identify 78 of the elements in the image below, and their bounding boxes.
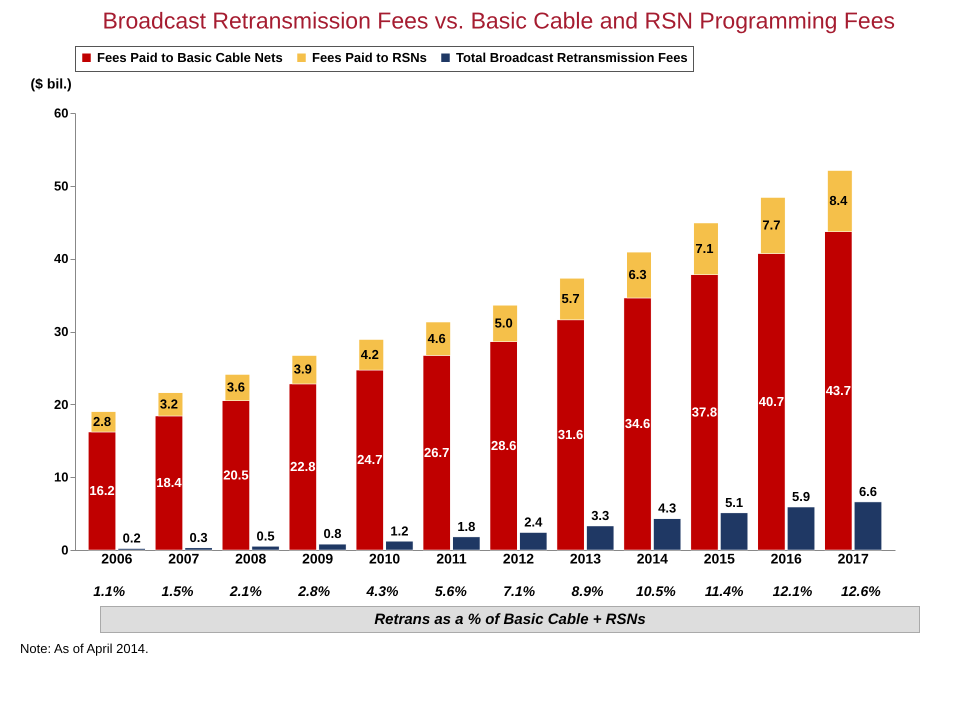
x-tick-label: 2017 — [838, 550, 869, 566]
bar — [452, 536, 480, 550]
data-label: 26.7 — [424, 444, 450, 460]
data-label: 0.3 — [190, 530, 208, 545]
data-label: 2.4 — [524, 514, 544, 530]
text: 1.1% — [93, 583, 126, 599]
x-tick-label: 2016 — [770, 550, 802, 566]
data-label: 0.5 — [256, 528, 275, 544]
x-tick-label: 2015 — [704, 550, 736, 566]
y-axis-title: ($ bil.) — [30, 76, 72, 92]
text: Note: As of April 2014. — [20, 641, 150, 656]
x-tick-label: 2008 — [235, 550, 266, 566]
x-tick-label: 2010 — [369, 550, 400, 566]
x-tick-label: 2011 — [436, 550, 467, 566]
text: 5.6% — [434, 583, 468, 599]
text: 12.6% — [840, 583, 882, 599]
y-tick-label: 40 — [54, 251, 68, 266]
data-label: 31.6 — [558, 426, 584, 442]
y-tick-label: 10 — [54, 470, 68, 485]
data-label: 43.7 — [826, 382, 851, 398]
data-label: 16.2 — [89, 483, 115, 498]
text: 7.1% — [503, 583, 536, 599]
y-tick-label: 20 — [54, 396, 68, 412]
bar — [586, 526, 614, 550]
data-label: 40.7 — [758, 394, 784, 409]
data-label: 6.3 — [628, 267, 647, 282]
data-label: 1.8 — [457, 518, 476, 534]
data-label: 0.2 — [122, 530, 141, 546]
legend-label: Total Broadcast Retransmission Fees — [456, 50, 688, 65]
y-tick-label: 30 — [54, 324, 68, 339]
y-tick-label: 0 — [61, 542, 68, 558]
x-tick-label: 2006 — [101, 550, 133, 566]
data-label: 0.8 — [323, 526, 342, 542]
data-label: 3.2 — [160, 396, 178, 412]
x-tick-label: 2007 — [168, 550, 200, 566]
legend-label: Fees Paid to RSNs — [312, 50, 427, 65]
legend-label: Fees Paid to Basic Cable Nets — [97, 50, 283, 65]
bar — [386, 541, 414, 550]
bar — [519, 532, 548, 550]
text: 4.3% — [366, 583, 399, 599]
text: 10.5% — [636, 583, 676, 599]
x-tick-label: 2013 — [570, 550, 602, 566]
data-label: 4.6 — [428, 330, 446, 346]
data-label: 28.6 — [490, 438, 516, 453]
data-label: 5.7 — [562, 291, 580, 306]
x-tick-label: 2012 — [502, 550, 534, 566]
data-label: 22.8 — [290, 458, 316, 474]
text: 2.8% — [297, 583, 331, 599]
data-label: 2.8 — [92, 414, 112, 429]
text: 8.9% — [572, 583, 604, 599]
data-label: 6.6 — [858, 484, 878, 499]
data-label: 34.6 — [624, 416, 650, 431]
data-label: 1.2 — [390, 523, 408, 538]
text: 1.5% — [162, 583, 194, 599]
data-label: 5.0 — [494, 315, 513, 330]
text: 2.1% — [228, 583, 262, 599]
y-tick-label: 60 — [54, 106, 68, 120]
data-label: 20.5 — [223, 467, 249, 482]
data-label: 5.9 — [792, 489, 810, 504]
text: 12.1% — [772, 583, 813, 599]
data-label: 4.3 — [658, 500, 676, 516]
text: 11.4% — [704, 583, 744, 599]
data-label: 7.7 — [762, 218, 780, 233]
data-label: 3.3 — [591, 508, 610, 523]
data-label: 18.4 — [156, 474, 182, 490]
y-tick-label: 50 — [54, 178, 68, 194]
data-label: 24.7 — [357, 452, 382, 468]
data-label: 8.4 — [829, 193, 848, 208]
data-label: 4.2 — [360, 346, 379, 362]
x-tick-label: 2014 — [636, 550, 668, 566]
data-label: 7.1 — [695, 240, 714, 256]
data-label: 3.9 — [294, 362, 312, 377]
chart-title: Broadcast Retransmission Fees vs. Basic Cable and RSN Programming Fees — [102, 8, 895, 34]
data-label: 5.1 — [725, 494, 744, 510]
text: Retrans as a % of Basic Cable + RSNs — [100, 606, 920, 633]
x-tick-label: 2009 — [302, 550, 334, 566]
data-label: 37.8 — [692, 404, 718, 420]
data-label: 3.6 — [226, 380, 245, 395]
